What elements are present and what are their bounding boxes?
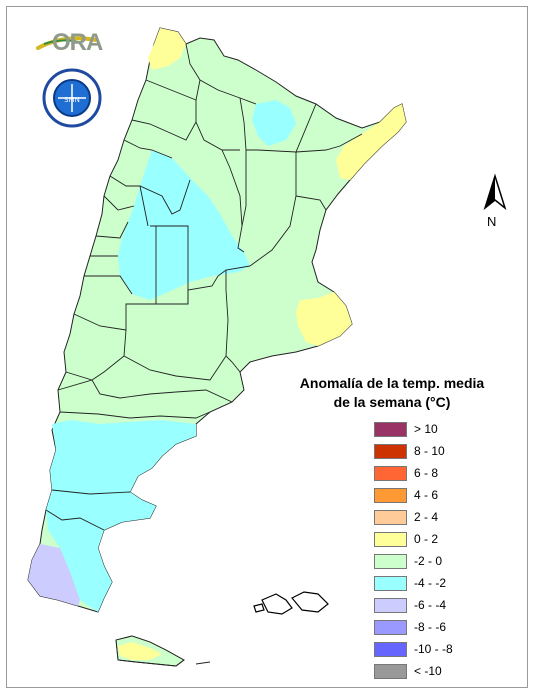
legend-swatch	[374, 531, 407, 547]
legend-swatch	[374, 487, 407, 503]
legend-label: -6 - -4	[414, 598, 447, 612]
legend-swatch	[374, 509, 407, 525]
legend-swatch	[374, 575, 407, 591]
north-arrow-icon	[483, 173, 507, 211]
legend-label: 8 - 10	[414, 444, 445, 458]
legend-label: 6 - 8	[414, 466, 439, 480]
anomaly-cyan-central	[118, 150, 250, 300]
legend-item: -4 - -2	[374, 572, 494, 594]
legend-label: -4 - -2	[414, 576, 447, 590]
legend-item: 2 - 4	[374, 506, 494, 528]
north-label: N	[487, 214, 497, 229]
ora-logo-swoosh	[36, 36, 98, 50]
anomaly-lavender-south	[28, 544, 80, 606]
legend-swatch	[374, 663, 407, 679]
anomaly-cyan-north	[252, 100, 296, 146]
legend-title: Anomalía de la temp. media de la semana …	[292, 374, 492, 412]
legend-label: > 10	[414, 422, 438, 436]
anomaly-yellow-northeast	[336, 104, 406, 180]
malvinas-islands	[253, 591, 329, 615]
legend-label: 0 - 2	[414, 532, 439, 546]
legend-swatch	[374, 465, 407, 481]
ora-logo-text: ORA	[52, 29, 103, 56]
anomaly-cyan-patagonia	[46, 420, 196, 612]
legend-label: 2 - 4	[414, 510, 439, 524]
legend-swatch	[374, 553, 407, 569]
legend: > 10 8 - 10 6 - 8 4 - 6 2 - 4 0 - 2 -2 - 0 -4 -…	[374, 418, 494, 682]
tierra-del-fuego-outline	[115, 635, 185, 667]
legend-item: 0 - 2	[374, 528, 494, 550]
legend-item: 6 - 8	[374, 462, 494, 484]
legend-item: 8 - 10	[374, 440, 494, 462]
anomaly-yellow-tierra-del-fuego	[118, 642, 162, 660]
anomaly-yellow-north	[148, 28, 186, 70]
legend-title-line1: Anomalía de la temp. media	[299, 375, 485, 391]
legend-label: < -10	[414, 664, 442, 678]
legend-swatch	[374, 443, 407, 459]
legend-item: -10 - -8	[374, 638, 494, 660]
anomaly-yellow-coast	[296, 292, 352, 346]
legend-item: -8 - -6	[374, 616, 494, 638]
smn-seal-icon: SMN	[42, 68, 102, 128]
legend-item: -6 - -4	[374, 594, 494, 616]
legend-swatch	[374, 597, 407, 613]
legend-title-line2: de la semana (°C)	[333, 394, 451, 410]
legend-label: -2 - 0	[414, 554, 443, 568]
legend-swatch	[374, 641, 407, 657]
legend-item: > 10	[374, 418, 494, 440]
legend-label: -10 - -8	[414, 642, 453, 656]
svg-text:SMN: SMN	[64, 96, 80, 104]
legend-item: < -10	[374, 660, 494, 682]
isla-de-los-estados	[195, 661, 211, 665]
legend-item: -2 - 0	[374, 550, 494, 572]
legend-item: 4 - 6	[374, 484, 494, 506]
province-borders	[45, 43, 363, 531]
legend-swatch	[374, 421, 407, 437]
legend-swatch	[374, 619, 407, 635]
legend-label: 4 - 6	[414, 488, 439, 502]
legend-label: -8 - -6	[414, 620, 447, 634]
